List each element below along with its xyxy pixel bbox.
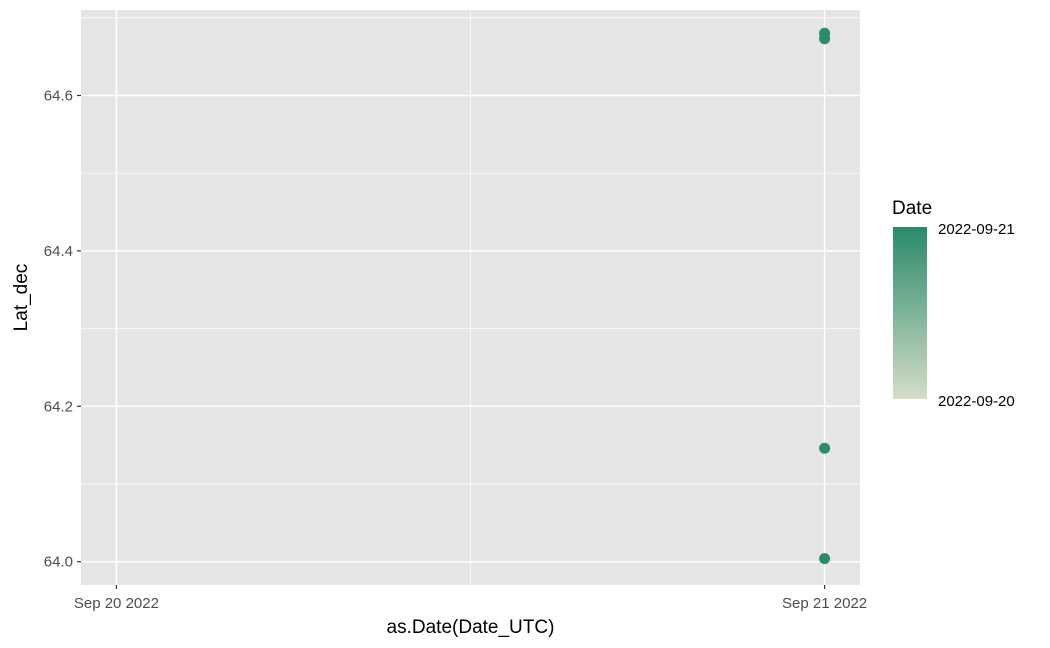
legend-title: Date xyxy=(892,198,932,219)
data-point xyxy=(819,442,831,454)
y-tick-label: 64.0 xyxy=(44,554,73,571)
grid-lines xyxy=(81,10,860,585)
legend-low-label: 2022-09-20 xyxy=(938,393,1015,410)
x-tick-label: Sep 20 2022 xyxy=(74,595,159,612)
y-tick-label: 64.2 xyxy=(44,398,73,415)
legend: Date 2022-09-21 2022-09-20 xyxy=(892,198,1015,410)
legend-colorbar xyxy=(893,227,927,399)
y-tick-label: 64.4 xyxy=(44,243,73,260)
x-axis-title: as.Date(Date_UTC) xyxy=(387,617,555,638)
x-tick-label: Sep 21 2022 xyxy=(782,595,867,612)
data-point xyxy=(819,553,831,565)
axes: 64.0 64.2 64.4 64.6 Sep 20 2022 Sep 21 2022 xyxy=(44,87,867,612)
legend-high-label: 2022-09-21 xyxy=(938,221,1015,238)
y-axis-title: Lat_dec xyxy=(11,264,32,332)
data-points xyxy=(819,27,831,565)
y-tick-label: 64.6 xyxy=(44,87,73,104)
data-point xyxy=(819,33,831,45)
